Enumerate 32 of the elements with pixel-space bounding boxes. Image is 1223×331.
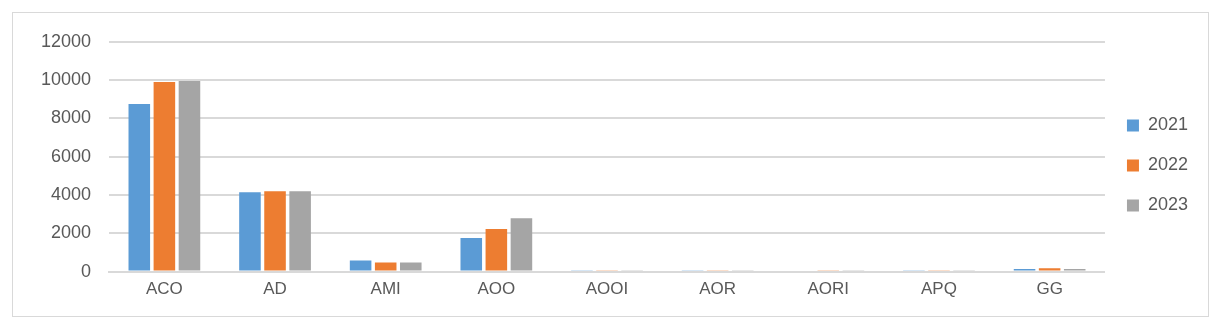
legend-label: 2022 xyxy=(1147,154,1188,175)
y-tick-label: 12000 xyxy=(40,30,92,51)
x-tick-label: AOO xyxy=(477,279,516,299)
y-tick-label: 0 xyxy=(81,260,92,281)
bar xyxy=(460,238,483,271)
y-tick-label: 10000 xyxy=(40,69,92,90)
bar xyxy=(128,104,151,271)
x-tick-label: APQ xyxy=(921,279,957,299)
legend-label: 2021 xyxy=(1147,114,1188,135)
x-tick-label: GG xyxy=(1036,279,1063,299)
x-tick-label: AORI xyxy=(807,279,850,299)
bar xyxy=(485,228,508,271)
legend-label: 2023 xyxy=(1147,194,1188,215)
bar xyxy=(374,262,397,271)
bar xyxy=(239,192,261,271)
y-tick-label: 4000 xyxy=(51,183,92,204)
x-tick-label: AOOI xyxy=(585,279,629,299)
y-tick-label: 2000 xyxy=(51,222,92,243)
y-tick-label: 8000 xyxy=(51,107,92,128)
x-tick-label: AOR xyxy=(699,279,737,299)
bar xyxy=(178,81,201,271)
x-tick-label: AD xyxy=(263,279,287,299)
bar xyxy=(349,260,372,271)
y-tick-label: 6000 xyxy=(51,145,92,166)
bar xyxy=(153,82,176,271)
bar xyxy=(510,218,533,271)
bar xyxy=(1038,268,1061,271)
bar xyxy=(289,191,311,271)
x-tick-label: AMI xyxy=(370,279,401,299)
bar xyxy=(399,262,422,271)
bar xyxy=(264,191,286,271)
x-tick-label: ACO xyxy=(145,279,183,299)
